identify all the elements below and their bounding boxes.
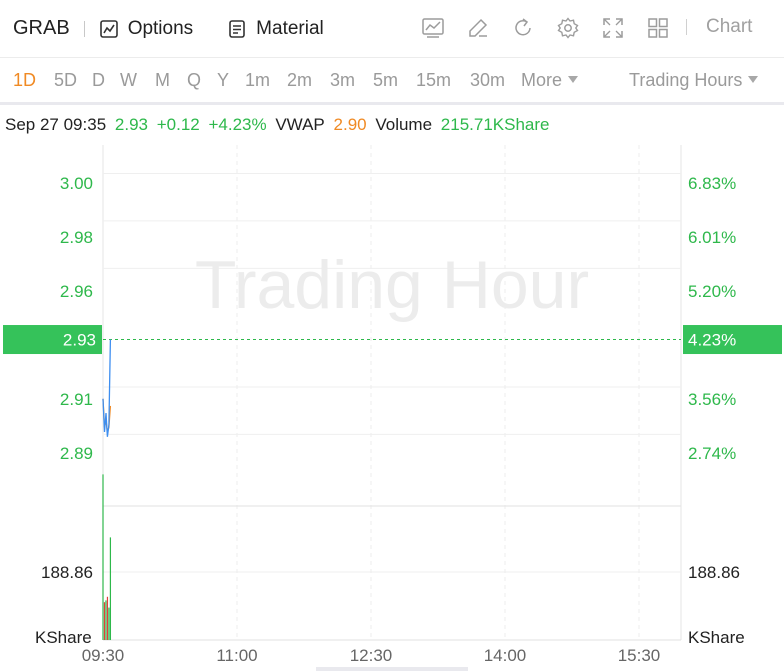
right-axis-label: 2.74% [688, 444, 736, 463]
price-line [102, 339, 112, 437]
time-scrollbar[interactable] [316, 667, 468, 671]
trading-hours-label: Trading Hours [629, 70, 743, 90]
right-axis-label: 5.20% [688, 282, 736, 301]
time-tick: 11:00 [216, 646, 257, 665]
volume-bar [108, 607, 110, 640]
current-pct-tag [683, 325, 782, 355]
more-label: More [521, 70, 563, 90]
series-lines [102, 339, 112, 437]
period-1d[interactable]: 1D [13, 70, 37, 90]
quote-summary: Sep 27 09:35 2.93 +0.12 +4.23% VWAP 2.90… [5, 115, 553, 135]
volume-value: 215.71KShare [440, 115, 550, 134]
right-axis-label: 6.01% [688, 228, 736, 247]
grid-layout-icon[interactable] [646, 16, 670, 40]
period-m[interactable]: M [155, 70, 170, 90]
period-5d[interactable]: 5D [54, 70, 78, 90]
left-price-axis: 3.00 2.98 2.96 2.91 2.89 [60, 174, 93, 463]
volume-bars [102, 474, 112, 640]
volume-axis-label-left: 188.86 [41, 563, 93, 582]
volume-label: Volume [375, 115, 433, 134]
pencil-icon[interactable] [466, 16, 490, 40]
volume-unit-right: KShare [688, 628, 745, 647]
trend-chart-icon[interactable] [421, 16, 445, 40]
left-axis-label: 2.89 [60, 444, 93, 463]
volume-axis: 188.86 KShare 188.86 KShare [35, 563, 745, 647]
time-tick: 14:00 [484, 646, 527, 665]
top-toolbar: GRAB Options Material [0, 0, 784, 58]
vwap-label: VWAP [275, 115, 325, 134]
chart-type-label: Chart [706, 16, 753, 37]
price-gridlines [103, 172, 681, 435]
toolbar-divider [83, 20, 85, 37]
chart-watermark: Trading Hour [195, 247, 589, 323]
volume-axis-label-right: 188.86 [688, 563, 740, 582]
current-pct-tag-label: 4.23% [688, 331, 736, 350]
right-pct-axis: 6.83% 6.01% 5.20% 3.56% 2.74% [688, 174, 736, 463]
caret-down-icon [568, 76, 579, 83]
current-price-tag [3, 325, 102, 355]
vwap-value: 2.90 [333, 115, 367, 134]
left-axis-label: 2.96 [60, 282, 93, 301]
right-axis-label: 3.56% [688, 390, 736, 409]
options-chart-icon [99, 19, 118, 38]
more-periods-dropdown[interactable]: More [521, 70, 579, 91]
left-axis-label: 2.98 [60, 228, 93, 247]
period-bar: 1D 5D D W M Q Y 1m 2m 3m 5m 15m 30m More… [0, 58, 784, 105]
volume-unit-left: KShare [35, 628, 92, 647]
ticker-symbol[interactable]: GRAB [13, 17, 70, 39]
caret-down-icon [748, 76, 759, 83]
period-3m[interactable]: 3m [330, 70, 356, 90]
left-axis-label: 2.91 [60, 390, 93, 409]
time-tick: 15:30 [618, 646, 661, 665]
period-2m[interactable]: 2m [287, 70, 313, 90]
quote-datetime: Sep 27 09:35 [5, 115, 107, 134]
gear-icon[interactable] [556, 16, 580, 40]
volume-bar [102, 474, 104, 640]
period-1m[interactable]: 1m [245, 70, 271, 90]
volume-bar [103, 602, 106, 640]
intraday-chart[interactable]: Trading Hour 3.00 2.98 2.96 2.91 2.89 6.… [0, 140, 784, 671]
quote-change: +0.12 [156, 115, 200, 134]
material-label: Material [256, 17, 324, 39]
quote-price: 2.93 [114, 115, 148, 134]
toolbar-divider [686, 19, 687, 35]
volume-bar [106, 596, 109, 640]
material-button[interactable]: Material [227, 18, 324, 40]
period-q[interactable]: Q [187, 70, 202, 90]
period-d[interactable]: D [92, 70, 105, 90]
document-icon [229, 19, 245, 38]
left-axis-label: 3.00 [60, 174, 93, 193]
refresh-icon[interactable] [511, 16, 535, 40]
options-button[interactable]: Options [99, 18, 193, 40]
volume-bar [109, 537, 112, 640]
time-tick: 12:30 [350, 646, 393, 665]
chart-grid [102, 145, 682, 641]
time-axis: 09:30 11:00 12:30 14:00 15:30 [82, 646, 661, 665]
period-y[interactable]: Y [217, 70, 230, 90]
period-15m[interactable]: 15m [416, 70, 452, 90]
trading-hours-dropdown[interactable]: Trading Hours [629, 70, 759, 91]
chart-type-selector[interactable]: Chart [686, 16, 752, 38]
options-label: Options [127, 17, 194, 39]
chart-tool-icons [421, 16, 691, 40]
fullscreen-icon[interactable] [601, 16, 625, 40]
current-price-tag-label: 2.93 [63, 331, 96, 350]
period-5m[interactable]: 5m [373, 70, 399, 90]
quote-change-pct: +4.23% [208, 115, 267, 134]
time-tick: 09:30 [82, 646, 125, 665]
volume-bar [105, 600, 107, 640]
period-w[interactable]: W [120, 70, 137, 90]
period-30m[interactable]: 30m [470, 70, 506, 90]
right-axis-label: 6.83% [688, 174, 736, 193]
